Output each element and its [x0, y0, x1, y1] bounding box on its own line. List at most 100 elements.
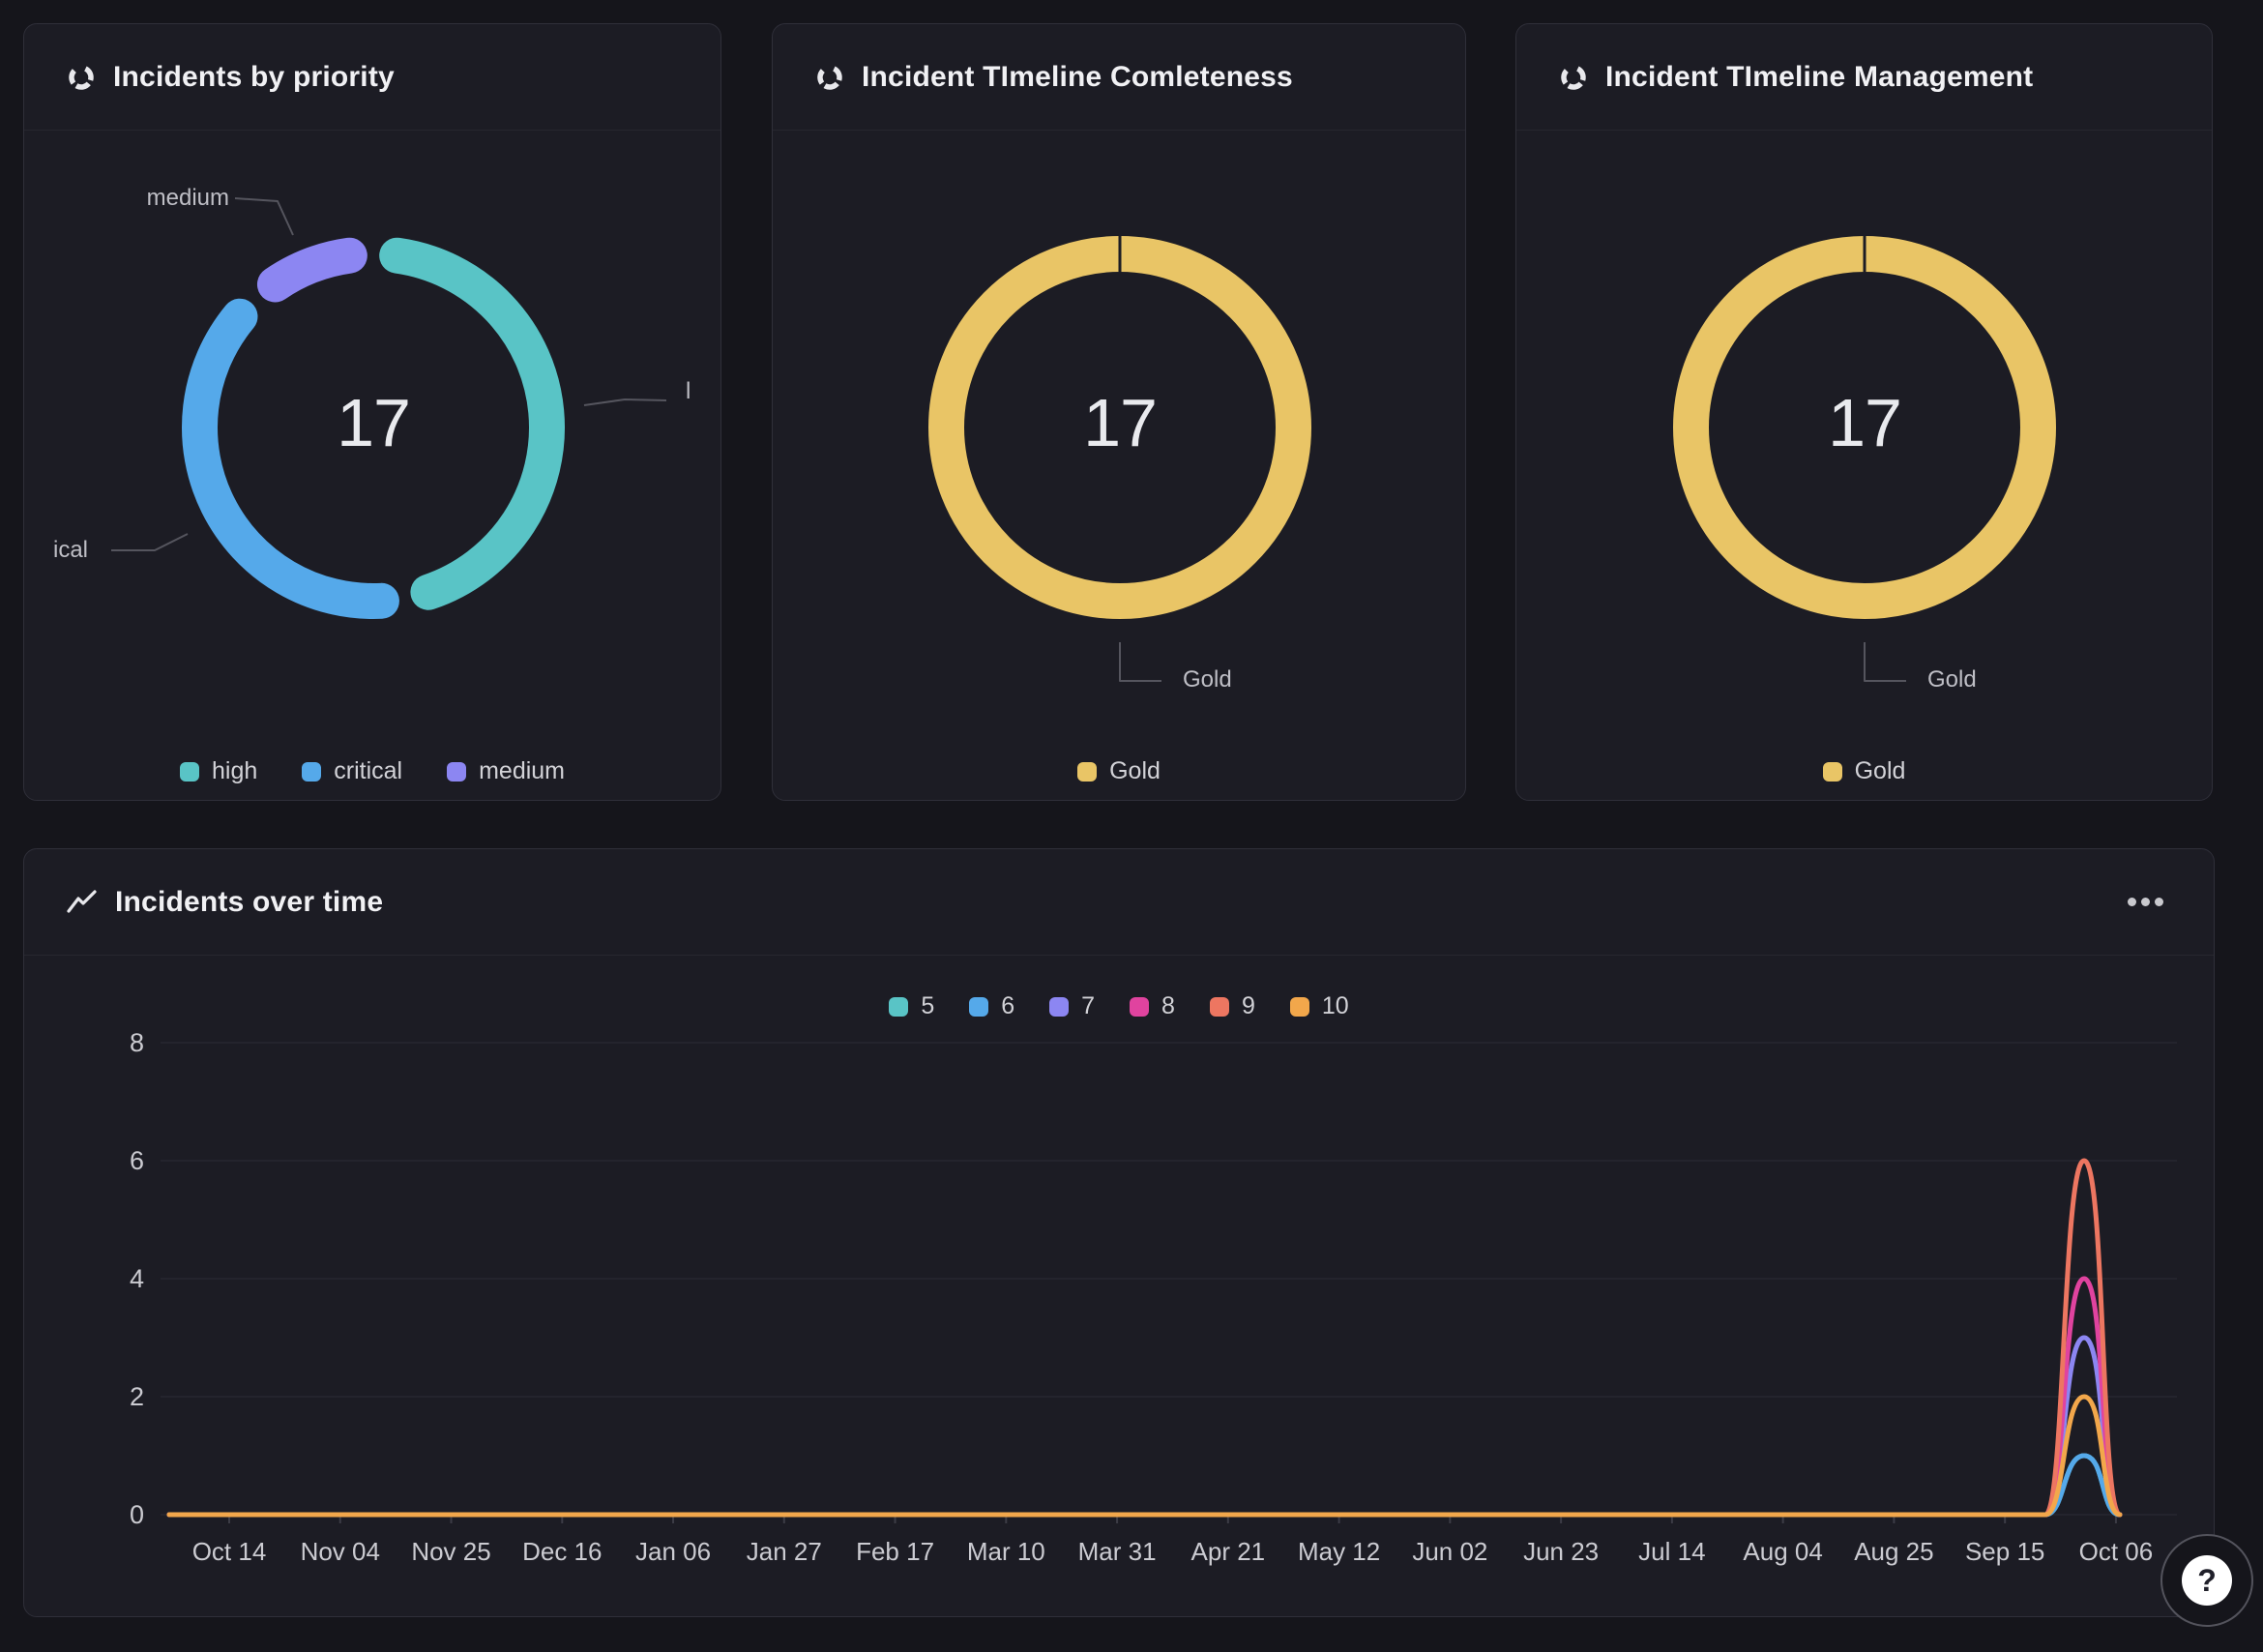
legend-swatch: [1130, 996, 1150, 1017]
legend-swatch: [1209, 996, 1229, 1017]
legend-swatch: [302, 761, 322, 782]
legend-label: 9: [1241, 992, 1255, 1019]
question-mark-icon: ?: [2182, 1555, 2232, 1606]
x-tick-label: Jun 23: [1523, 1537, 1599, 1566]
legend-label: 5: [921, 992, 935, 1019]
series-line-10: [166, 1394, 2123, 1518]
panel-incidents-by-priority: Incidents by priority 17 medium ical l h…: [23, 23, 721, 801]
callout-line: [111, 533, 189, 551]
legend-label: high: [211, 757, 258, 784]
legend-label: medium: [479, 757, 566, 784]
legend-swatch: [1049, 996, 1070, 1017]
legend-label: 10: [1321, 992, 1349, 1019]
x-tick-label: Mar 31: [1078, 1537, 1157, 1566]
management-legend-item-gold[interactable]: Gold: [1822, 757, 1906, 785]
callout-label-gold: Gold: [1927, 666, 1977, 693]
x-tick-label: Mar 10: [967, 1537, 1045, 1566]
priority-legend-item-medium[interactable]: medium: [447, 757, 565, 785]
panel-header: Incidents by priority: [24, 24, 720, 131]
callout-label-gold: Gold: [1183, 666, 1232, 693]
donut-segment-medium: [256, 237, 367, 303]
callout-line: [234, 197, 294, 236]
legend-label: 8: [1161, 992, 1175, 1019]
panel-incidents-over-time: Incidents over time 5 6 7 8 9 10 0 2 4 6 8 Oct 14 N…: [23, 848, 2215, 1617]
priority-legend-item-high[interactable]: high: [179, 757, 258, 785]
donut-chart-icon: [1559, 63, 1588, 92]
x-tick-label: Apr 21: [1191, 1537, 1266, 1566]
x-tick-label: Aug 25: [1854, 1537, 1933, 1566]
legend-label: Gold: [1854, 757, 1906, 784]
panel-incident-timeline-management: Incident TImeline Management 17 Gold Gol…: [1515, 23, 2213, 801]
legend-label: 7: [1081, 992, 1096, 1019]
panel-title: Incidents over time: [115, 885, 384, 918]
legend-swatch: [969, 996, 989, 1017]
panel-header: Incidents over time: [24, 849, 2214, 956]
management-legend: Gold: [1516, 757, 2212, 785]
timeline-legend-item-5[interactable]: 5: [889, 992, 934, 1020]
incidents-over-time-chart: 0 2 4 6 8 Oct 14 Nov 04 Nov 25 Dec 16 Jan 06 Jan 2…: [130, 1028, 2177, 1566]
x-tick-label: Dec 16: [522, 1537, 602, 1566]
x-tick-label: Jan 27: [747, 1537, 822, 1566]
donut-chart-icon: [815, 63, 844, 92]
x-tick-label: Jul 14: [1638, 1537, 1705, 1566]
callout-label-critical-clipped: ical: [53, 537, 89, 563]
series-line-7: [166, 1335, 2123, 1518]
completeness-total-value: 17: [1083, 385, 1158, 460]
x-tick-label: Jan 06: [635, 1537, 711, 1566]
legend-swatch: [447, 761, 467, 782]
timeline-legend-item-7[interactable]: 7: [1049, 992, 1095, 1020]
timeline-legend-item-9[interactable]: 9: [1209, 992, 1255, 1020]
x-tick-label: Jun 02: [1412, 1537, 1487, 1566]
series-line-6: [166, 1453, 2123, 1518]
legend-label: 6: [1001, 992, 1015, 1019]
legend-label: critical: [334, 757, 403, 784]
series-line-8: [166, 1276, 2123, 1518]
series-line-5: [166, 1453, 2123, 1518]
timeline-legend-item-10[interactable]: 10: [1289, 992, 1349, 1020]
panel-menu-button[interactable]: [2120, 890, 2171, 914]
help-button[interactable]: ?: [2160, 1534, 2253, 1627]
y-tick-label: 4: [130, 1264, 144, 1293]
y-tick-label: 0: [130, 1500, 144, 1529]
timeline-legend-item-6[interactable]: 6: [969, 992, 1014, 1020]
timeline-legend: 5 6 7 8 9 10: [24, 992, 2214, 1020]
x-tick-label: Nov 04: [301, 1537, 380, 1566]
legend-swatch: [889, 996, 909, 1017]
y-tick-label: 6: [130, 1146, 144, 1175]
x-tick-label: Aug 04: [1743, 1537, 1822, 1566]
x-tick-label: Sep 15: [1965, 1537, 2044, 1566]
callout-line: [583, 398, 667, 406]
timeline-legend-item-8[interactable]: 8: [1130, 992, 1175, 1020]
priority-total-value: 17: [337, 385, 411, 460]
y-tick-label: 8: [130, 1028, 144, 1057]
line-chart-icon: [67, 889, 98, 916]
completeness-legend-item-gold[interactable]: Gold: [1077, 757, 1161, 785]
priority-legend-item-critical[interactable]: critical: [302, 757, 402, 785]
completeness-legend: Gold: [773, 757, 1465, 785]
panel-incident-timeline-completeness: Incident TImeline Comleteness 17 Gold Go…: [772, 23, 1466, 801]
legend-swatch: [1077, 761, 1098, 782]
x-tick-label: Nov 25: [411, 1537, 490, 1566]
callout-label-high-clipped: l: [686, 378, 691, 404]
legend-label: Gold: [1109, 757, 1161, 784]
management-total-value: 17: [1828, 385, 1902, 460]
panel-header: Incident TImeline Management: [1516, 24, 2212, 131]
priority-legend: high critical medium: [24, 757, 720, 785]
help-label: ?: [2197, 1562, 2217, 1598]
callout-line: [1864, 642, 1906, 682]
x-tick-label: May 12: [1298, 1537, 1380, 1566]
series-line-9: [166, 1158, 2123, 1518]
panel-title: Incidents by priority: [113, 60, 395, 93]
legend-swatch: [179, 761, 199, 782]
callout-label-medium: medium: [146, 185, 229, 211]
panel-title: Incident TImeline Comleteness: [862, 60, 1293, 93]
x-tick-label: Feb 17: [856, 1537, 934, 1566]
x-tick-label: Oct 14: [192, 1537, 267, 1566]
legend-swatch: [1822, 761, 1842, 782]
y-tick-label: 2: [130, 1382, 144, 1411]
legend-swatch: [1289, 996, 1309, 1017]
donut-chart-icon: [67, 63, 96, 92]
panel-header: Incident TImeline Comleteness: [773, 24, 1465, 131]
x-tick-label: Oct 06: [2079, 1537, 2154, 1566]
